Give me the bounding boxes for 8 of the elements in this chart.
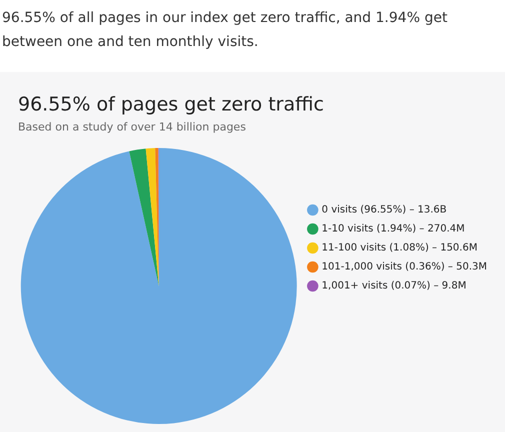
legend-label: 11-100 visits (1.08%) – 150.6M xyxy=(322,242,478,254)
legend-label: 1,001+ visits (0.07%) – 9.8M xyxy=(322,280,466,292)
legend-label: 0 visits (96.55%) – 13.6B xyxy=(322,204,447,216)
chart-title: 96.55% of pages get zero traffic xyxy=(18,93,324,116)
legend-label: 1-10 visits (1.94%) – 270.4M xyxy=(322,224,465,235)
legend-label: 101-1,000 visits (0.36%) – 50.3M xyxy=(322,262,488,273)
text: 96.55% of all pages in our index get zero traffic, and 1.94% get between one and ten monthly visits. xyxy=(1,9,448,52)
chart-subtitle: Based on a study of over 14 billion pages xyxy=(18,120,246,134)
